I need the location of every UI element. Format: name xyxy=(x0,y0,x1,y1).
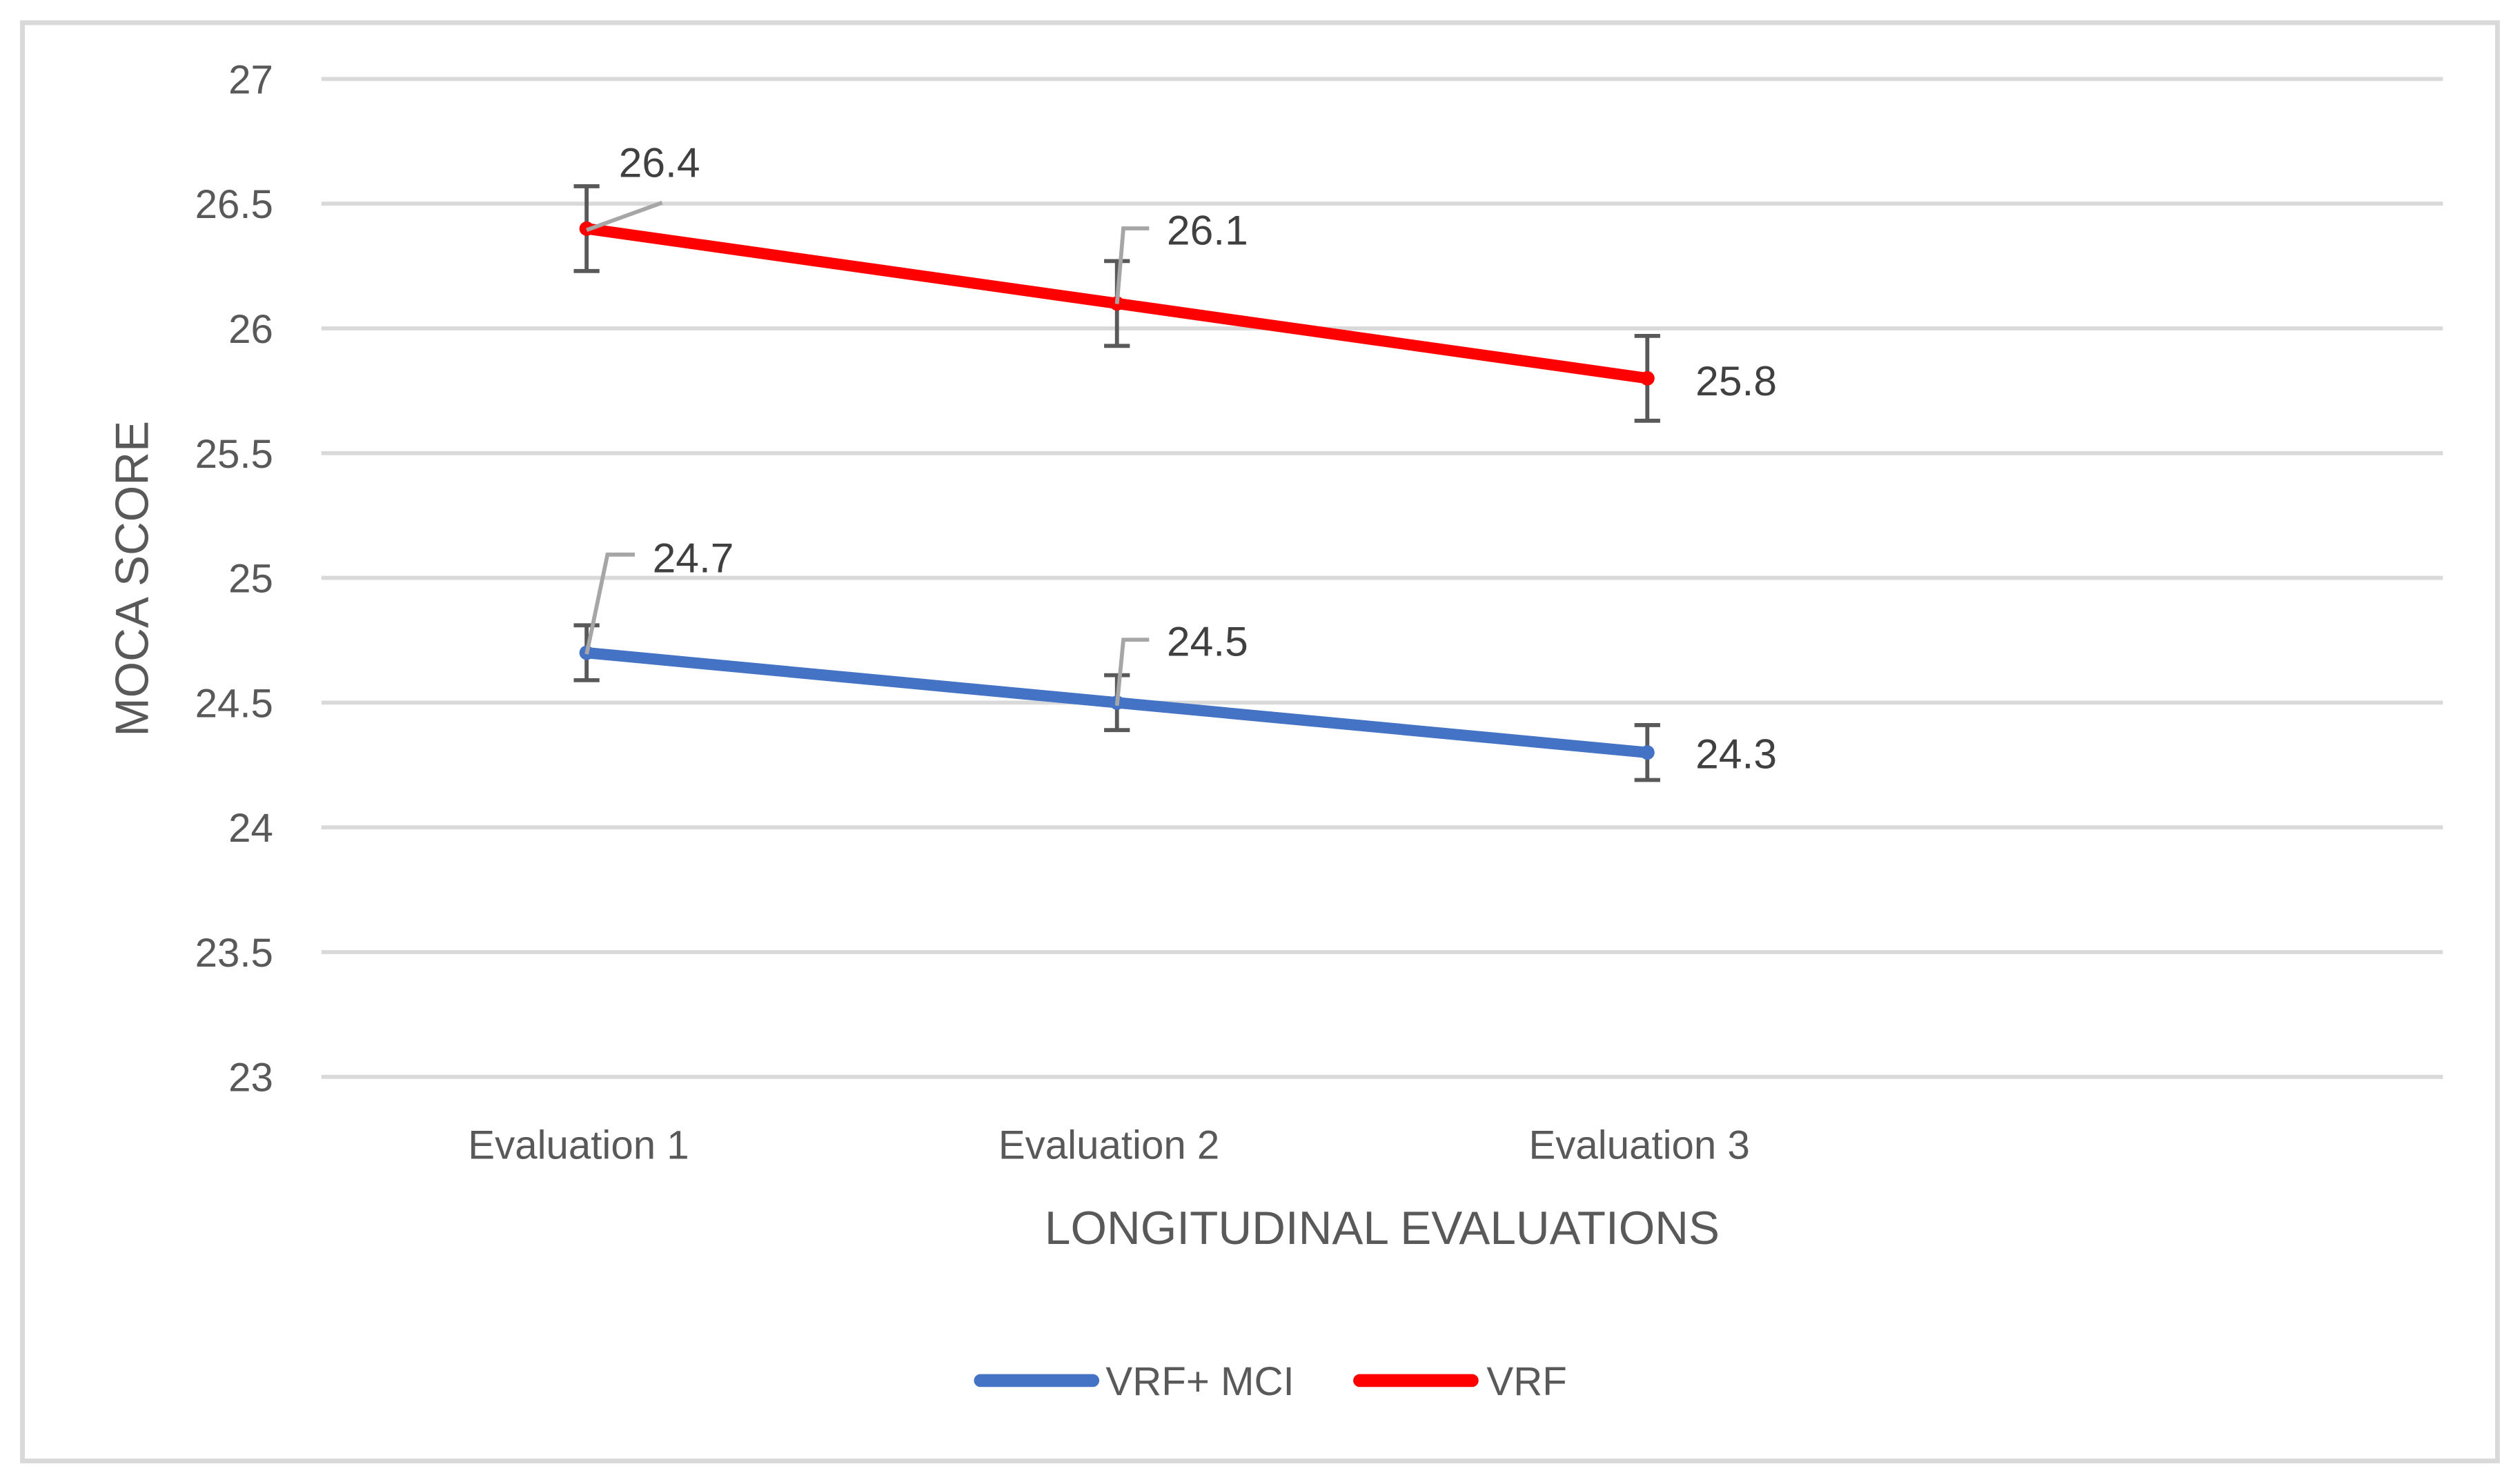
data-label: 26.4 xyxy=(619,139,700,186)
data-label: 24.5 xyxy=(1167,618,1248,665)
y-tick-label: 24.5 xyxy=(195,681,273,726)
data-label: 26.1 xyxy=(1167,206,1248,253)
y-tick-label: 25.5 xyxy=(195,432,273,477)
x-tick-label: Evaluation 1 xyxy=(468,1123,689,1168)
y-tick-label: 23.5 xyxy=(195,931,273,976)
leader-line xyxy=(1114,226,1150,304)
x-tick-label: Evaluation 3 xyxy=(1528,1123,1749,1168)
series-1: 26.4 26.1 25.8 xyxy=(573,139,1777,423)
leader-line xyxy=(1114,638,1150,707)
legend-label: VRF xyxy=(1486,1359,1566,1404)
data-point xyxy=(1640,370,1655,386)
leader-line xyxy=(586,201,663,233)
y-axis-title: MOCA SCORE xyxy=(106,421,158,737)
y-tick-label: 24 xyxy=(228,806,273,851)
y-tick-label: 26 xyxy=(228,307,273,352)
legend-item-0: VRF+ MCI xyxy=(974,1359,1295,1404)
legend-label: VRF+ MCI xyxy=(1105,1359,1294,1404)
legend-item-1: VRF xyxy=(1353,1359,1567,1404)
data-label: 24.3 xyxy=(1695,731,1777,778)
y-tick-label: 26.5 xyxy=(195,182,273,227)
y-tick-label: 27 xyxy=(228,57,273,102)
x-tick-label: Evaluation 2 xyxy=(998,1123,1219,1168)
y-tick-label: 25 xyxy=(228,557,273,602)
data-point xyxy=(1640,745,1655,760)
data-label: 24.7 xyxy=(653,534,734,581)
data-label: 25.8 xyxy=(1695,357,1777,404)
series-0: 24.7 24.5 24.3 xyxy=(573,534,1777,782)
chart-border xyxy=(20,20,2500,1463)
y-tick-label: 23 xyxy=(228,1056,273,1100)
x-axis-title: LONGITUDINAL EVALUATIONS xyxy=(1045,1203,1720,1254)
leader-line xyxy=(584,552,635,655)
